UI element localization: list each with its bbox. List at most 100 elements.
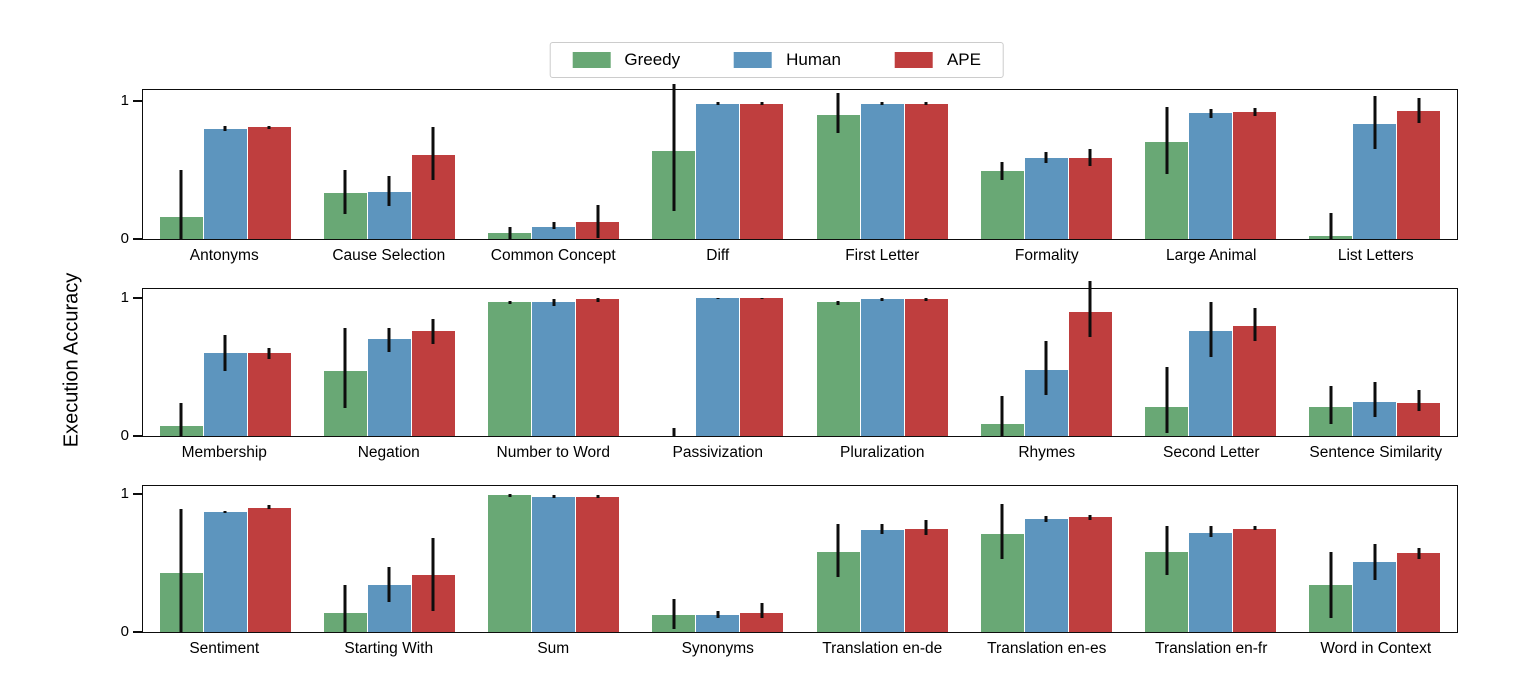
- x-tick-label: Large Animal: [1166, 247, 1257, 264]
- bar-ape: [1068, 517, 1112, 632]
- bar-group-slot: [1309, 90, 1353, 239]
- error-bar-greedy: [508, 494, 512, 497]
- bar-group-slot: [1145, 289, 1189, 436]
- bar-human: [203, 128, 247, 239]
- x-tick-label: Starting With: [344, 640, 434, 657]
- bar-group-slot: [1145, 486, 1189, 632]
- bar-ape: [1397, 553, 1441, 632]
- bar-group-slot: [740, 289, 784, 436]
- bar-group-slot: [652, 486, 696, 632]
- bar-group-slot: [159, 90, 203, 239]
- panel-large-animal: [1129, 90, 1293, 239]
- legend-swatch-greedy: [572, 52, 611, 68]
- bar-group-slot: [860, 486, 904, 632]
- bar-human: [696, 298, 740, 436]
- error-bar-greedy: [179, 402, 183, 436]
- error-bar-greedy: [1165, 367, 1169, 434]
- error-bar-greedy: [1329, 212, 1333, 239]
- bar-group-slot: [980, 486, 1024, 632]
- x-tick-label: Membership: [181, 444, 267, 461]
- error-bar-human: [552, 222, 556, 230]
- error-bar-greedy: [836, 92, 840, 133]
- bar-ape: [1233, 112, 1277, 239]
- bar-group-slot: [367, 289, 411, 436]
- bar-ape: [247, 127, 291, 239]
- bar-human: [1024, 518, 1068, 632]
- panel-starting-with: [307, 486, 471, 632]
- error-bar-ape: [924, 102, 928, 106]
- y-tick-label-1: 1: [120, 485, 129, 502]
- error-bar-greedy: [1000, 395, 1004, 436]
- bar-group-slot: [1353, 90, 1397, 239]
- bar-group-slot: [203, 289, 247, 436]
- error-bar-ape: [267, 505, 271, 510]
- error-bar-greedy: [672, 84, 676, 212]
- panel-negation: [307, 289, 471, 436]
- bar-ape: [1068, 157, 1112, 239]
- x-tick-label: Word in Context: [1320, 640, 1432, 657]
- panel-synonyms: [636, 486, 800, 632]
- error-bar-ape: [267, 125, 271, 129]
- bar-group-slot: [860, 90, 904, 239]
- bar-group-slot: [159, 289, 203, 436]
- bar-group-slot: [488, 486, 532, 632]
- bar-human: [532, 496, 576, 632]
- error-bar-human: [880, 298, 884, 301]
- error-bar-greedy: [343, 328, 347, 409]
- bar-ape: [247, 507, 291, 632]
- error-bar-greedy: [508, 300, 512, 304]
- bar-greedy: [816, 114, 860, 239]
- bar-group-slot: [323, 90, 367, 239]
- bar-group-slot: [1397, 90, 1441, 239]
- error-bar-human: [223, 335, 227, 372]
- bar-group-slot: [904, 486, 948, 632]
- error-bar-human: [1209, 109, 1213, 118]
- error-bar-ape: [596, 298, 600, 303]
- y-tick-mark-1: [133, 100, 142, 102]
- x-tick-label: Passivization: [672, 444, 763, 461]
- error-bar-human: [880, 524, 884, 535]
- panel-sentence-similarity: [1293, 289, 1457, 436]
- panel-number-to-word: [472, 289, 636, 436]
- panel-formality: [964, 90, 1128, 239]
- y-tick-label-0: 0: [120, 427, 129, 444]
- error-bar-greedy: [836, 524, 840, 577]
- bar-group-slot: [488, 289, 532, 436]
- panel-translation-en-fr: [1129, 486, 1293, 632]
- error-bar-greedy: [179, 170, 183, 239]
- bar-ape: [740, 298, 784, 436]
- x-tick-label: Translation en-de: [822, 640, 943, 657]
- error-bar-greedy: [1165, 525, 1169, 576]
- error-bar-greedy: [1000, 503, 1004, 559]
- bar-group-slot: [652, 84, 696, 239]
- bar-greedy: [488, 302, 532, 436]
- error-bar-ape: [924, 298, 928, 301]
- error-bar-ape: [267, 347, 271, 359]
- panel-second-letter: [1129, 289, 1293, 436]
- bar-ape: [411, 331, 455, 436]
- x-tick-label: Cause Selection: [332, 247, 446, 264]
- bar-human: [696, 615, 740, 632]
- error-bar-ape: [1417, 390, 1421, 412]
- bar-group-slot: [576, 90, 620, 239]
- bar-human: [860, 529, 904, 632]
- error-bar-human: [1044, 516, 1048, 522]
- error-bar-greedy: [1165, 106, 1169, 175]
- bar-ape: [740, 612, 784, 632]
- bar-greedy: [488, 495, 532, 632]
- bar-greedy: [980, 171, 1024, 239]
- legend-label: Greedy: [624, 50, 681, 69]
- bar-human: [1189, 113, 1233, 239]
- bar-ape: [904, 103, 948, 239]
- error-bar-human: [387, 328, 391, 352]
- x-tick-label: Formality: [1014, 247, 1079, 264]
- legend-entry-ape: APE: [894, 50, 981, 70]
- panel-cause-selection: [307, 90, 471, 239]
- bar-human: [1189, 532, 1233, 632]
- error-bar-ape: [1088, 281, 1092, 337]
- error-bar-human: [716, 298, 720, 300]
- bar-group-slot: [816, 90, 860, 239]
